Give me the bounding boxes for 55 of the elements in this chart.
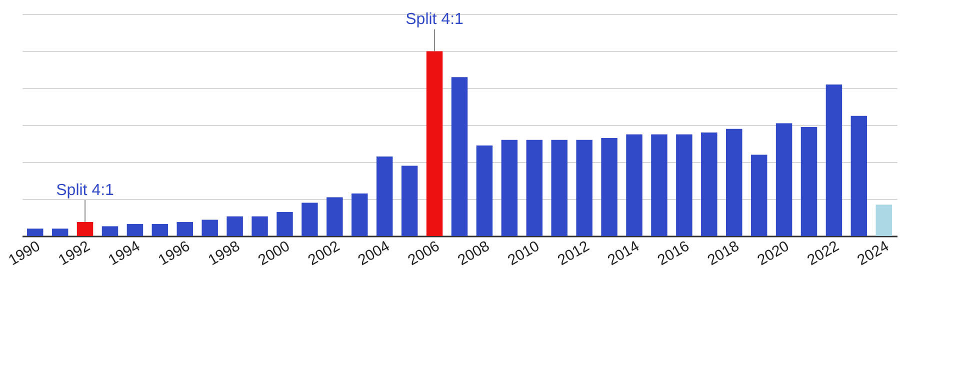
bar xyxy=(551,140,568,236)
bar xyxy=(376,156,393,236)
bar xyxy=(426,51,443,236)
bar xyxy=(676,134,692,236)
bar xyxy=(776,123,792,236)
bar xyxy=(701,132,718,236)
annotation: Split 4:1 xyxy=(406,11,464,28)
bar xyxy=(826,84,842,236)
bar xyxy=(276,212,293,236)
bar xyxy=(202,220,218,236)
x-tick-label: 2008 xyxy=(455,238,492,270)
bar xyxy=(226,216,243,236)
x-tick-label: 2016 xyxy=(654,238,692,270)
bar xyxy=(526,140,543,236)
x-tick-label: 1990 xyxy=(6,238,44,270)
x-tick-label: 2014 xyxy=(604,238,642,270)
bar xyxy=(126,224,144,236)
x-tick-label: 2002 xyxy=(305,238,343,270)
bar xyxy=(626,134,642,236)
bar xyxy=(451,77,468,236)
bar xyxy=(726,128,742,236)
bar xyxy=(401,166,418,236)
bar xyxy=(176,222,194,236)
bar xyxy=(576,140,592,236)
bar xyxy=(501,140,518,236)
x-tick-label: 2004 xyxy=(355,238,393,270)
x-tick-label: 2018 xyxy=(704,238,742,270)
x-tick-label: 2000 xyxy=(255,238,293,270)
x-tick-label: 1994 xyxy=(106,238,143,270)
x-tick-label: 2012 xyxy=(554,238,592,270)
bar xyxy=(152,224,168,236)
x-tick-label: 2024 xyxy=(854,238,892,270)
bar xyxy=(476,145,493,236)
bar xyxy=(52,228,68,236)
x-tick-label: 1996 xyxy=(155,238,193,270)
x-tick-label: 2006 xyxy=(405,238,443,270)
bar xyxy=(302,202,318,236)
bar xyxy=(651,134,668,236)
bar xyxy=(326,197,343,236)
bar xyxy=(252,216,268,236)
x-tick-label: 2010 xyxy=(504,238,542,270)
bar xyxy=(850,116,868,236)
x-tick-label: 1992 xyxy=(56,238,94,270)
x-tick-label: 2020 xyxy=(754,238,792,270)
bar xyxy=(800,126,818,236)
bar xyxy=(876,204,892,236)
bar xyxy=(26,228,44,236)
bar xyxy=(102,226,118,236)
bar xyxy=(601,138,618,236)
bar xyxy=(750,154,768,236)
bar xyxy=(352,193,368,236)
bar xyxy=(76,222,94,236)
x-tick-label: 2022 xyxy=(804,238,842,270)
x-tick-label: 1998 xyxy=(205,238,243,270)
annotation: Split 4:1 xyxy=(56,182,114,199)
